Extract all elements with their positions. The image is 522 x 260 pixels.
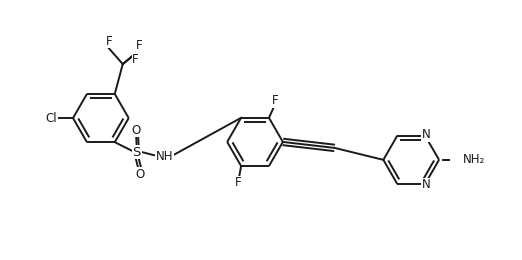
Text: S: S [133, 146, 141, 159]
Text: Cl: Cl [45, 112, 57, 125]
Text: O: O [135, 167, 144, 180]
Text: N: N [422, 178, 431, 191]
Text: F: F [133, 53, 139, 66]
Text: F: F [105, 35, 112, 48]
Text: N: N [422, 128, 431, 141]
Text: F: F [271, 94, 278, 107]
Text: NH₂: NH₂ [463, 153, 485, 166]
Text: F: F [136, 39, 143, 52]
Text: O: O [131, 124, 140, 137]
Text: NH: NH [156, 150, 173, 162]
Text: F: F [235, 177, 242, 190]
